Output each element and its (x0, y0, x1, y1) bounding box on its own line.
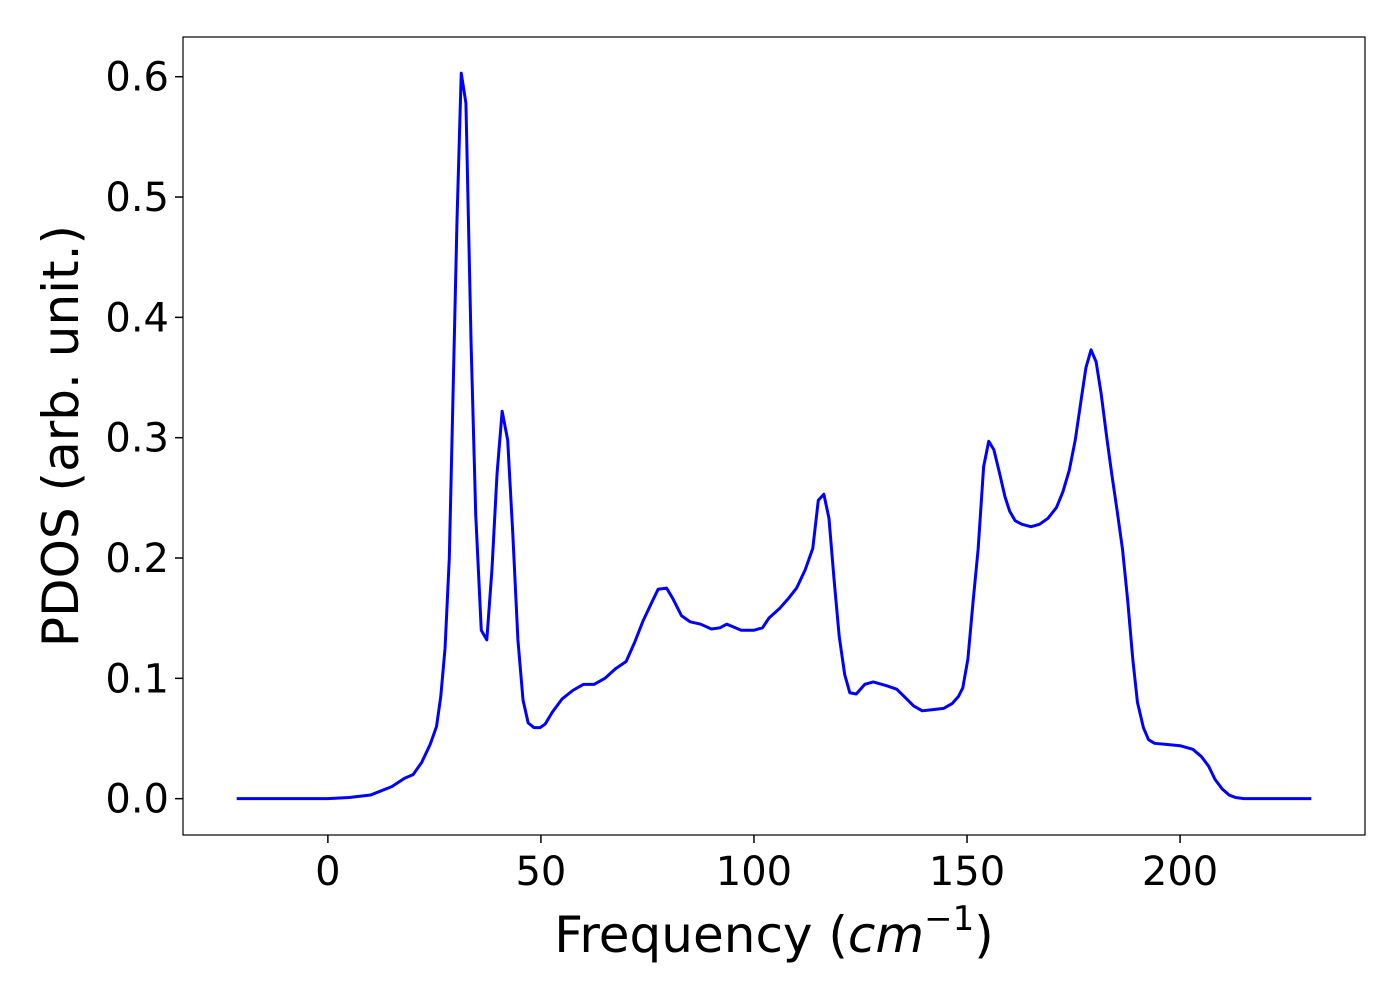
x-tick-label: 100 (716, 849, 792, 895)
x-label-close: ) (974, 906, 994, 964)
y-tick-label: 0.6 (105, 55, 169, 101)
x-label-exponent: −1 (924, 899, 974, 939)
y-tick-label: 0.5 (105, 175, 169, 221)
x-tick-label: 50 (515, 849, 566, 895)
y-tick-label: 0.2 (105, 536, 169, 582)
x-tick-label: 0 (315, 849, 340, 895)
x-tick-label: 200 (1142, 849, 1218, 895)
y-tick-label: 0.4 (105, 295, 169, 341)
y-axis-label: PDOS (arb. unit.) (32, 225, 90, 647)
data-line (236, 71, 1312, 801)
y-tick-label: 0.1 (105, 656, 169, 702)
x-label-text: Frequency ( (554, 906, 848, 964)
x-axis-label: Frequency (cm−1) (554, 899, 994, 964)
x-label-unit: cm (848, 906, 924, 964)
plot-frame (182, 36, 1366, 836)
x-tick-label: 150 (929, 849, 1005, 895)
y-tick-label: 0.0 (105, 777, 169, 823)
y-tick-label: 0.3 (105, 416, 169, 462)
